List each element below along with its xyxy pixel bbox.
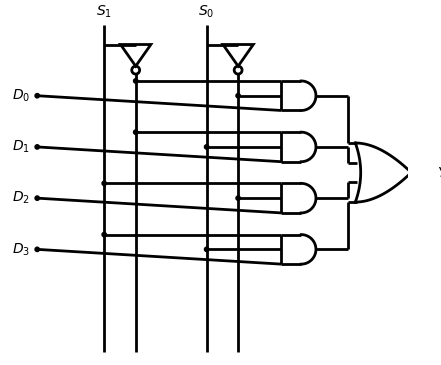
Text: $D_3$: $D_3$ [12,241,30,258]
Circle shape [236,196,240,200]
Circle shape [102,233,106,237]
Text: $S_0$: $S_0$ [198,4,215,20]
Circle shape [134,130,138,134]
Circle shape [35,145,39,149]
Circle shape [35,93,39,98]
Circle shape [236,93,240,98]
Circle shape [431,170,435,175]
Circle shape [205,247,209,251]
Text: $S_1$: $S_1$ [96,4,112,20]
Text: $D_1$: $D_1$ [12,139,30,155]
Text: $Y$: $Y$ [437,166,441,180]
Circle shape [205,145,209,149]
Text: $D_2$: $D_2$ [12,190,30,206]
Circle shape [35,247,39,251]
Circle shape [35,196,39,200]
Circle shape [102,181,106,185]
Circle shape [134,79,138,83]
Text: $D_0$: $D_0$ [12,88,30,104]
